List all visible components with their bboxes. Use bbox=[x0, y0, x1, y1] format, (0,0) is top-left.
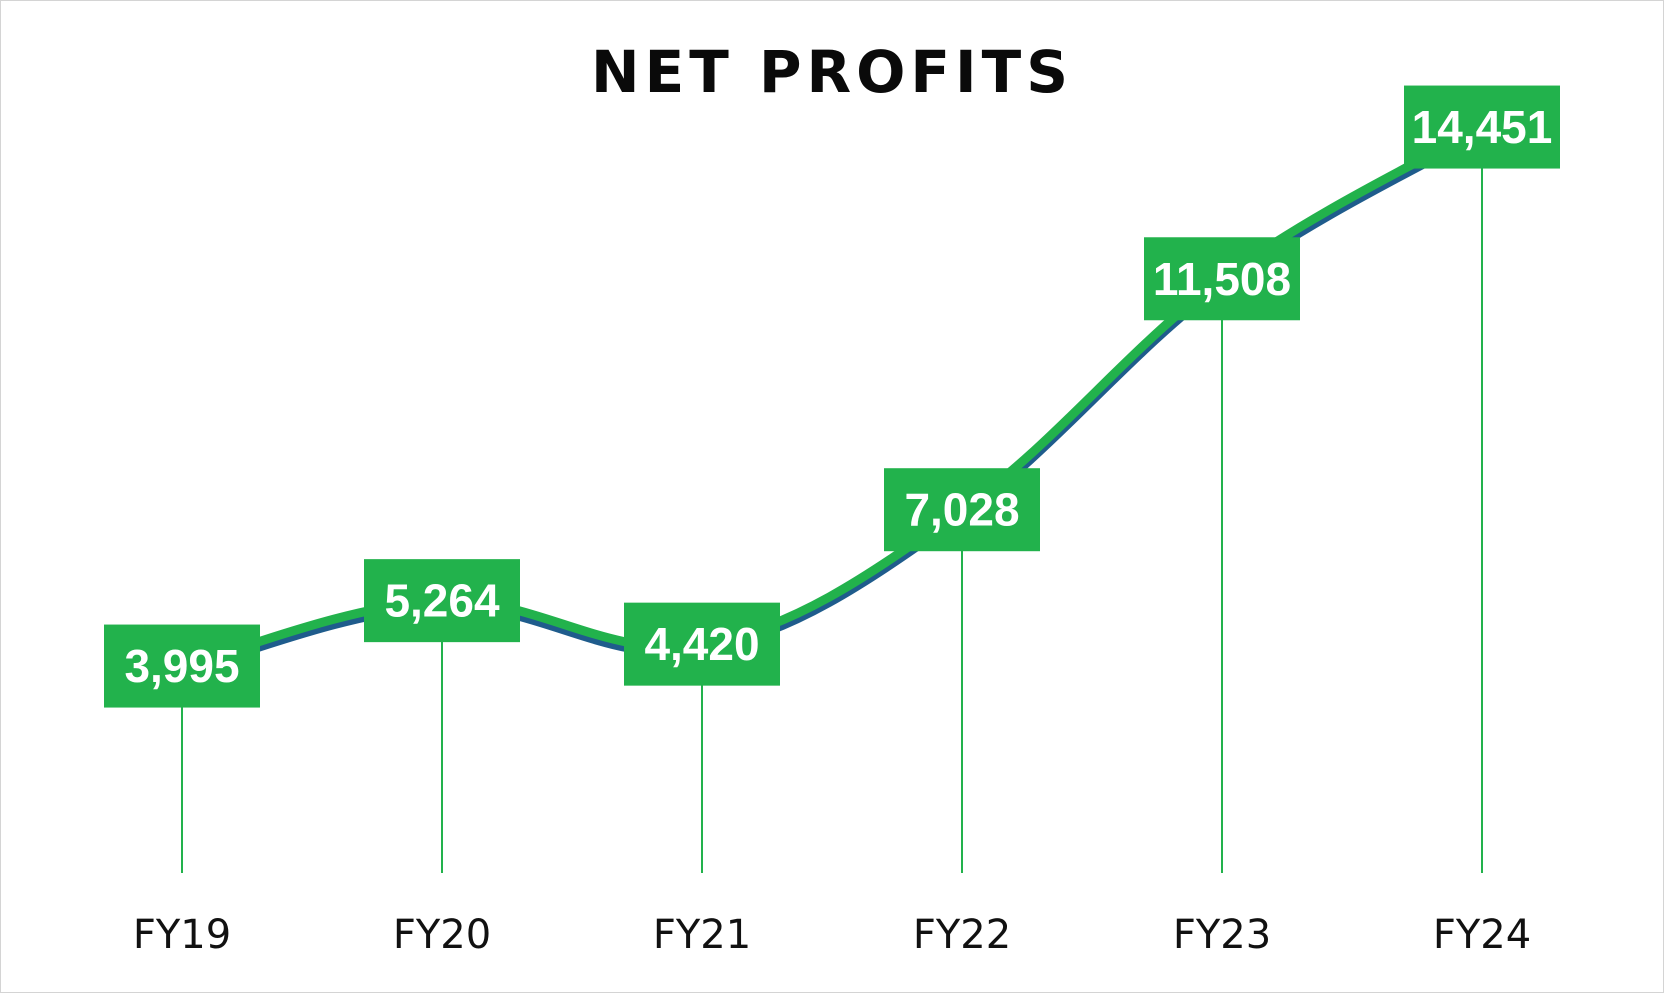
data-label-box bbox=[364, 559, 520, 643]
data-point-fy24: 14,451 bbox=[1404, 85, 1560, 169]
data-label: 14,451 bbox=[1412, 101, 1553, 153]
x-axis-ticks: FY19 FY20 FY21 FY22 FY23 FY24 bbox=[133, 912, 1531, 958]
data-label-box bbox=[624, 602, 780, 686]
data-label: 3,995 bbox=[124, 640, 239, 692]
data-label: 5,264 bbox=[384, 575, 500, 627]
data-label-box bbox=[1144, 237, 1300, 321]
data-label: 4,420 bbox=[644, 618, 759, 670]
x-tick-label: FY23 bbox=[1173, 912, 1271, 958]
data-point-fy21: 4,420 bbox=[624, 602, 780, 686]
x-tick-label: FY21 bbox=[653, 912, 751, 958]
x-tick-label: FY22 bbox=[913, 912, 1011, 958]
x-tick-label: FY19 bbox=[133, 912, 231, 958]
data-label: 7,028 bbox=[904, 484, 1019, 536]
data-point-fy19: 3,995 bbox=[104, 624, 260, 708]
data-labels: 3,995 5,264 4,420 7,028 11,508 14,451 bbox=[104, 85, 1560, 708]
data-label-box bbox=[104, 624, 260, 708]
chart-title: NET PROFITS bbox=[591, 38, 1073, 106]
data-label-box bbox=[884, 468, 1040, 552]
data-point-fy20: 5,264 bbox=[364, 559, 520, 643]
data-label-box bbox=[1404, 85, 1560, 169]
x-tick-label: FY24 bbox=[1433, 912, 1531, 958]
x-tick-label: FY20 bbox=[393, 912, 491, 958]
data-label: 11,508 bbox=[1153, 253, 1291, 305]
data-point-fy23: 11,508 bbox=[1144, 237, 1300, 321]
data-point-fy22: 7,028 bbox=[884, 468, 1040, 552]
